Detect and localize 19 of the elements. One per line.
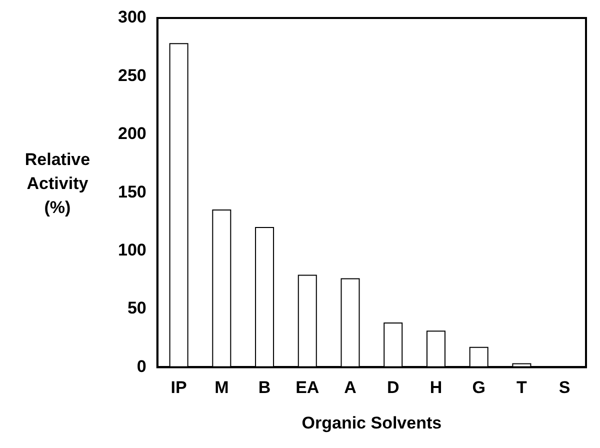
x-tick-label: S (558, 378, 570, 398)
x-tick-label: EA (296, 378, 320, 398)
x-tick-label: H (430, 378, 442, 398)
y-tick-label: 250 (118, 66, 146, 85)
x-tick-label: D (386, 378, 400, 398)
x-tick-label: B (258, 378, 271, 398)
y-axis-title: Relative Activity (%) (24, 149, 92, 219)
x-tick-label: T (516, 378, 528, 398)
y-tick-label: 0 (136, 356, 146, 376)
x-tick-label: M (214, 378, 229, 398)
x-axis-title: Organic Solvents (302, 413, 442, 432)
x-tick-label: A (344, 378, 356, 398)
x-tick-label: G (472, 378, 486, 398)
x-tick-label: IP (170, 378, 187, 398)
y-tick-label: 50 (127, 298, 146, 318)
y-tick-label: 100 (118, 240, 146, 260)
y-tick-label: 300 (118, 8, 146, 27)
y-tick-label: 150 (118, 182, 146, 202)
y-tick-label: 200 (118, 124, 146, 144)
